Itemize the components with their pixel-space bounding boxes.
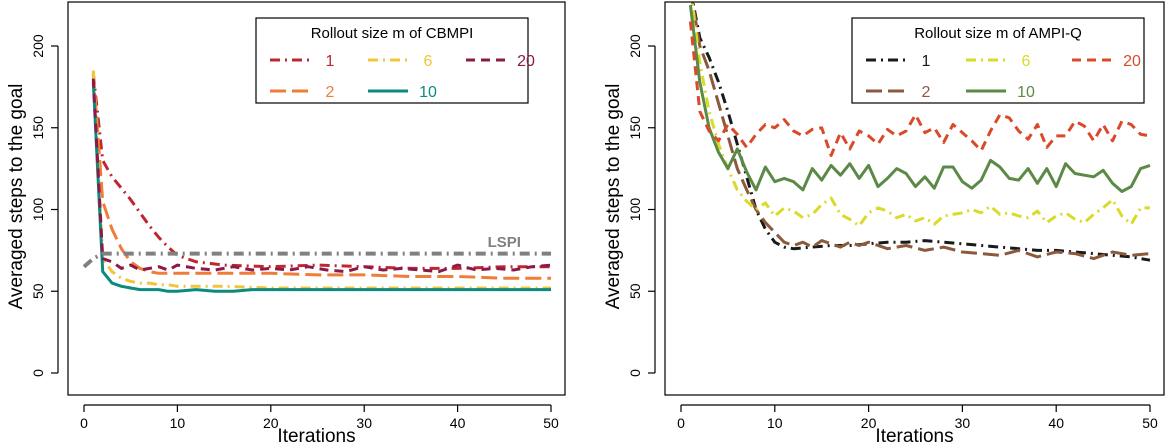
chart-2-x-tick-label: 10 bbox=[767, 415, 783, 431]
chart-1-legend-label-10: 10 bbox=[419, 84, 437, 101]
chart-1-x-tick-label: 40 bbox=[450, 415, 466, 431]
chart-2-x-tick-label: 20 bbox=[861, 415, 877, 431]
chart-1-y-axis-title: Averaged steps to the goal bbox=[6, 84, 27, 310]
chart-2-x-tick-label: 0 bbox=[677, 415, 685, 431]
chart-1-panel: 0 10 20 30 40 50 0 50 100 150 200 Iterations Average… bbox=[6, 1, 566, 447]
chart-2-series-10 bbox=[688, 4, 1151, 193]
chart-2-series-2 bbox=[691, 2, 1151, 261]
chart-1-series-lspi bbox=[82, 251, 551, 269]
chart-1-series-20 bbox=[91, 78, 552, 274]
chart-1-legend-title: Rollout size m of CBMPI bbox=[311, 25, 474, 42]
chart-2-legend-title: Rollout size m of AMPI-Q bbox=[914, 25, 1082, 42]
chart-2-x-tick-label: 30 bbox=[955, 415, 971, 431]
chart-2-plot-frame bbox=[664, 1, 1165, 396]
chart-1-x-tick-label: 30 bbox=[356, 415, 372, 431]
chart-2-series-1 bbox=[691, 2, 1151, 262]
chart-1-y-tick-label: 50 bbox=[30, 283, 46, 299]
chart-2-legend-label-10: 10 bbox=[1017, 84, 1035, 101]
chart-1-legend-label-2: 2 bbox=[326, 84, 335, 101]
chart-1-x-tick-label: 0 bbox=[80, 415, 88, 431]
chart-2-legend-label-20: 20 bbox=[1123, 53, 1141, 70]
chart-2-y-tick-label: 100 bbox=[627, 198, 643, 222]
chart-2-legend-label-6: 6 bbox=[1022, 53, 1031, 70]
chart-2-legend-label-2: 2 bbox=[922, 84, 931, 101]
chart-2-legend-label-1: 1 bbox=[922, 53, 931, 70]
chart-1-x-tick-label: 20 bbox=[263, 415, 279, 431]
chart-2-panel: 0 10 20 30 40 50 0 50 100 150 200 Iterations Average… bbox=[603, 1, 1165, 447]
chart-1-y-tick-label: 100 bbox=[30, 198, 46, 222]
chart-2-series-20 bbox=[688, 21, 1151, 157]
chart-1-legend: Rollout size m of CBMPI 1 2 6 10 20 bbox=[255, 17, 535, 104]
chart-1-plot-frame bbox=[67, 1, 566, 396]
chart-2-x-tick-label: 50 bbox=[1142, 415, 1158, 431]
chart-1-annotation-lspi: LSPI bbox=[488, 234, 521, 251]
chart-1-legend-label-20: 20 bbox=[517, 53, 535, 70]
chart-2-y-tick-label: 0 bbox=[627, 369, 643, 377]
chart-2-y-tick-label: 150 bbox=[627, 116, 643, 140]
chart-1-x-tick-label: 50 bbox=[543, 415, 559, 431]
chart-1-legend-label-6: 6 bbox=[424, 53, 433, 70]
chart-1-legend-label-1: 1 bbox=[326, 53, 335, 70]
chart-2-legend: Rollout size m of AMPI-Q 1 2 6 10 20 bbox=[851, 17, 1145, 104]
chart-1-x-axis-title: Iterations bbox=[277, 426, 355, 447]
chart-1-y-tick-label: 200 bbox=[30, 34, 46, 58]
chart-2-series-6 bbox=[690, 2, 1150, 228]
chart-2-y-axis-title: Averaged steps to the goal bbox=[603, 84, 624, 310]
chart-2-y-tick-label: 50 bbox=[627, 283, 643, 299]
chart-2-y-tick-label: 200 bbox=[627, 34, 643, 58]
chart-2-x-axis-title: Iterations bbox=[875, 426, 953, 447]
chart-1-series-2 bbox=[91, 72, 551, 280]
chart-1-series-6 bbox=[91, 70, 551, 290]
chart-1-series-10 bbox=[91, 81, 551, 293]
chart-1-y-tick-label: 0 bbox=[30, 369, 46, 377]
chart-1-y-tick-label: 150 bbox=[30, 116, 46, 140]
chart-1-x-tick-label: 10 bbox=[170, 415, 186, 431]
chart-2-x-tick-label: 40 bbox=[1048, 415, 1064, 431]
